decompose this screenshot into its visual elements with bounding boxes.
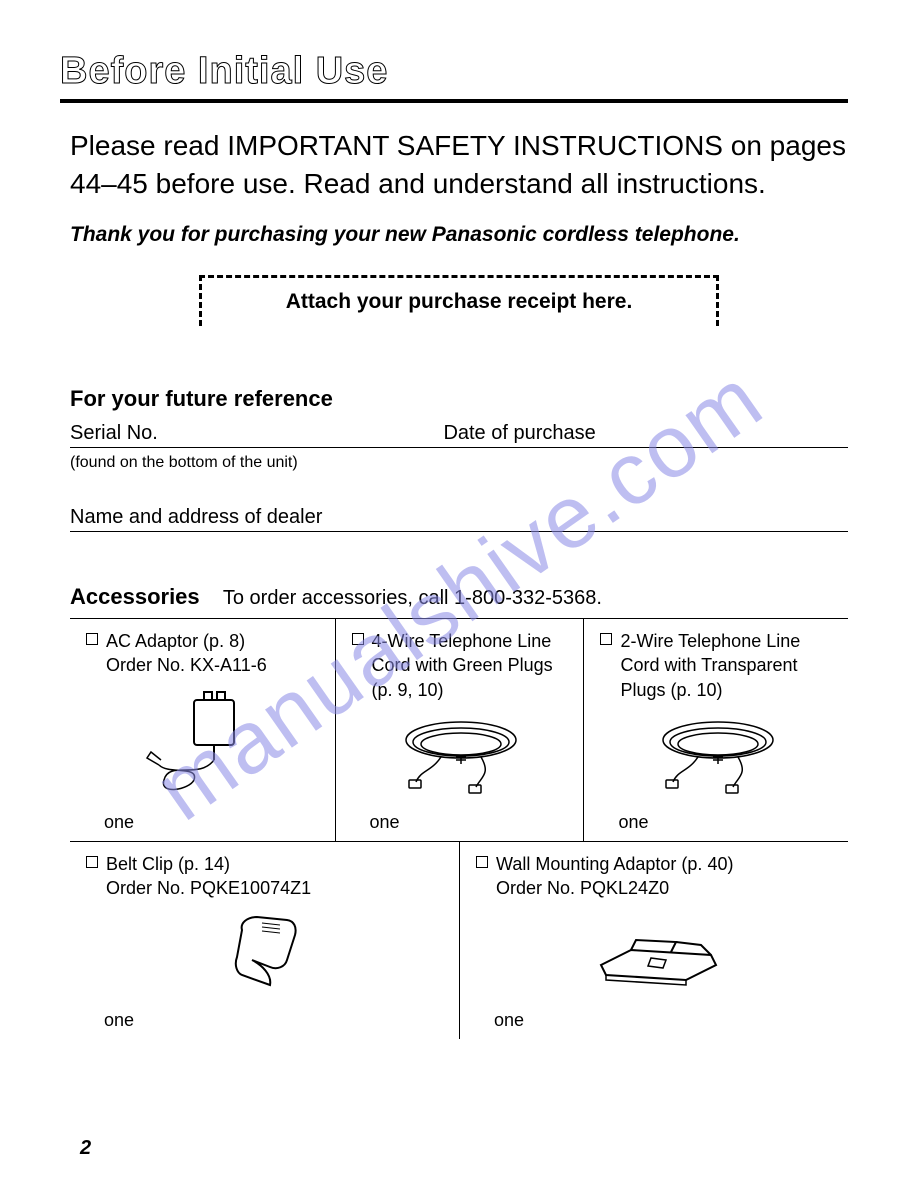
accessory-text: 4-Wire Telephone Line Cord with Green Pl… — [372, 629, 572, 702]
reference-heading: For your future reference — [70, 386, 848, 412]
accessory-cell-ac-adaptor: AC Adaptor (p. 8) Order No. KX-A11-6 one — [70, 619, 335, 841]
accessory-label: 2-Wire Telephone Line Cord with Transpar… — [600, 629, 836, 702]
accessory-text: AC Adaptor (p. 8) Order No. KX-A11-6 — [106, 629, 267, 678]
accessory-text: Wall Mounting Adaptor (p. 40) Order No. … — [496, 852, 733, 901]
accessory-qty: one — [86, 812, 323, 833]
dealer-label: Name and address of dealer — [70, 506, 848, 532]
accessory-qty: one — [352, 812, 572, 833]
reference-row: Serial No. Date of purchase — [70, 422, 848, 448]
date-label: Date of purchase — [443, 422, 848, 448]
accessory-cell-wall-mount: Wall Mounting Adaptor (p. 40) Order No. … — [459, 842, 848, 1040]
accessory-text: Belt Clip (p. 14) Order No. PQKE10074Z1 — [106, 852, 311, 901]
serial-label: Serial No. — [70, 422, 443, 448]
checkbox-icon — [86, 633, 98, 645]
accessory-label: Wall Mounting Adaptor (p. 40) Order No. … — [476, 852, 836, 901]
cord-icon — [600, 702, 836, 812]
title-rule — [60, 99, 848, 103]
checkbox-icon — [600, 633, 612, 645]
receipt-text: Attach your purchase receipt here. — [286, 290, 633, 313]
accessory-label: 4-Wire Telephone Line Cord with Green Pl… — [352, 629, 572, 702]
page-number: 2 — [80, 1137, 91, 1160]
wall-mount-icon — [476, 900, 836, 1010]
checkbox-icon — [352, 633, 364, 645]
checkbox-icon — [476, 856, 488, 868]
cord-icon — [352, 702, 572, 812]
receipt-box: Attach your purchase receipt here. — [199, 275, 719, 326]
accessory-text: 2-Wire Telephone Line Cord with Transpar… — [620, 629, 836, 702]
safety-instructions: Please read IMPORTANT SAFETY INSTRUCTION… — [70, 127, 848, 203]
serial-note: (found on the bottom of the unit) — [70, 454, 848, 472]
accessory-qty: one — [86, 1010, 447, 1031]
belt-clip-icon — [86, 900, 447, 1010]
accessory-label: AC Adaptor (p. 8) Order No. KX-A11-6 — [86, 629, 323, 678]
accessories-title: Accessories — [70, 584, 200, 609]
accessories-header: Accessories To order accessories, call 1… — [70, 584, 848, 610]
accessory-cell-belt-clip: Belt Clip (p. 14) Order No. PQKE10074Z1 … — [70, 842, 459, 1040]
accessories-grid-top: AC Adaptor (p. 8) Order No. KX-A11-6 one… — [70, 618, 848, 841]
accessory-qty: one — [600, 812, 836, 833]
thank-you-text: Thank you for purchasing your new Panaso… — [70, 221, 848, 249]
ac-adaptor-icon — [86, 678, 323, 812]
accessory-cell-2wire-cord: 2-Wire Telephone Line Cord with Transpar… — [583, 619, 848, 841]
accessories-grid-bottom: Belt Clip (p. 14) Order No. PQKE10074Z1 … — [70, 841, 848, 1040]
accessory-cell-4wire-cord: 4-Wire Telephone Line Cord with Green Pl… — [335, 619, 584, 841]
accessory-label: Belt Clip (p. 14) Order No. PQKE10074Z1 — [86, 852, 447, 901]
accessory-qty: one — [476, 1010, 836, 1031]
accessories-order-text: To order accessories, call 1-800-332-536… — [223, 587, 602, 609]
checkbox-icon — [86, 856, 98, 868]
page-title: Before Initial Use — [60, 50, 848, 93]
